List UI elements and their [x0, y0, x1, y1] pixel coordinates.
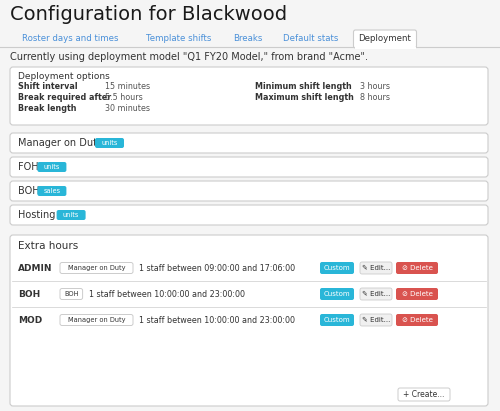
Text: Manager on Duty: Manager on Duty: [68, 265, 125, 271]
FancyBboxPatch shape: [60, 263, 133, 273]
Text: BOH: BOH: [64, 291, 78, 297]
FancyBboxPatch shape: [38, 162, 66, 172]
Text: 1 staff between 10:00:00 and 23:00:00: 1 staff between 10:00:00 and 23:00:00: [88, 289, 244, 298]
Text: Deployment options: Deployment options: [18, 72, 110, 81]
Text: units: units: [44, 164, 60, 170]
Text: Custom: Custom: [324, 265, 350, 271]
FancyBboxPatch shape: [60, 314, 133, 326]
Text: units: units: [102, 140, 117, 146]
Text: 15 minutes: 15 minutes: [105, 82, 150, 91]
Text: ✎ Edit...: ✎ Edit...: [362, 291, 390, 297]
Text: Configuration for Blackwood: Configuration for Blackwood: [10, 5, 287, 24]
Text: ✎ Edit...: ✎ Edit...: [362, 265, 390, 271]
Text: Deployment: Deployment: [358, 34, 412, 43]
FancyBboxPatch shape: [10, 205, 488, 225]
Text: BOH: BOH: [18, 186, 40, 196]
Text: Break required after: Break required after: [18, 93, 111, 102]
Text: Default stats: Default stats: [284, 34, 339, 43]
Text: FOH: FOH: [18, 162, 38, 172]
Text: ⊘ Delete: ⊘ Delete: [402, 317, 432, 323]
Text: Hosting: Hosting: [18, 210, 56, 220]
FancyBboxPatch shape: [360, 288, 392, 300]
FancyBboxPatch shape: [320, 288, 354, 300]
Text: Extra hours: Extra hours: [18, 241, 78, 251]
FancyBboxPatch shape: [396, 288, 438, 300]
Text: + Create...: + Create...: [404, 390, 444, 399]
Text: BOH: BOH: [18, 289, 40, 298]
FancyBboxPatch shape: [10, 67, 488, 125]
FancyBboxPatch shape: [360, 262, 392, 274]
Text: Manager on Duty: Manager on Duty: [68, 317, 125, 323]
Text: Custom: Custom: [324, 291, 350, 297]
Text: sales: sales: [44, 188, 60, 194]
FancyBboxPatch shape: [320, 262, 354, 274]
Text: units: units: [63, 212, 80, 218]
Text: ADMIN: ADMIN: [18, 263, 52, 272]
Text: ✎ Edit...: ✎ Edit...: [362, 317, 390, 323]
FancyBboxPatch shape: [320, 314, 354, 326]
Bar: [354, 47, 416, 49]
Text: 3 hours: 3 hours: [360, 82, 390, 91]
Text: 5.5 hours: 5.5 hours: [105, 93, 143, 102]
FancyBboxPatch shape: [10, 235, 488, 406]
Text: Roster days and times: Roster days and times: [22, 34, 119, 43]
Text: 1 staff between 10:00:00 and 23:00:00: 1 staff between 10:00:00 and 23:00:00: [139, 316, 295, 325]
Text: 30 minutes: 30 minutes: [105, 104, 150, 113]
Text: Break length: Break length: [18, 104, 76, 113]
FancyBboxPatch shape: [60, 289, 82, 300]
Text: MOD: MOD: [18, 316, 42, 325]
Text: Minimum shift length: Minimum shift length: [255, 82, 352, 91]
FancyBboxPatch shape: [10, 181, 488, 201]
FancyBboxPatch shape: [38, 186, 66, 196]
Text: Manager on Duty: Manager on Duty: [18, 138, 103, 148]
Text: Custom: Custom: [324, 317, 350, 323]
Text: Template shifts: Template shifts: [146, 34, 212, 43]
FancyBboxPatch shape: [354, 30, 416, 48]
Text: Shift interval: Shift interval: [18, 82, 78, 91]
Text: Maximum shift length: Maximum shift length: [255, 93, 354, 102]
FancyBboxPatch shape: [398, 388, 450, 401]
FancyBboxPatch shape: [396, 262, 438, 274]
FancyBboxPatch shape: [360, 314, 392, 326]
Text: 1 staff between 09:00:00 and 17:06:00: 1 staff between 09:00:00 and 17:06:00: [139, 263, 295, 272]
FancyBboxPatch shape: [56, 210, 86, 220]
Text: Breaks: Breaks: [233, 34, 262, 43]
FancyBboxPatch shape: [396, 314, 438, 326]
Text: ⊘ Delete: ⊘ Delete: [402, 291, 432, 297]
FancyBboxPatch shape: [10, 133, 488, 153]
Text: Currently using deployment model "Q1 FY20 Model," from brand "Acme".: Currently using deployment model "Q1 FY2…: [10, 52, 368, 62]
Text: 8 hours: 8 hours: [360, 93, 390, 102]
FancyBboxPatch shape: [95, 138, 124, 148]
Text: ⊘ Delete: ⊘ Delete: [402, 265, 432, 271]
FancyBboxPatch shape: [10, 157, 488, 177]
